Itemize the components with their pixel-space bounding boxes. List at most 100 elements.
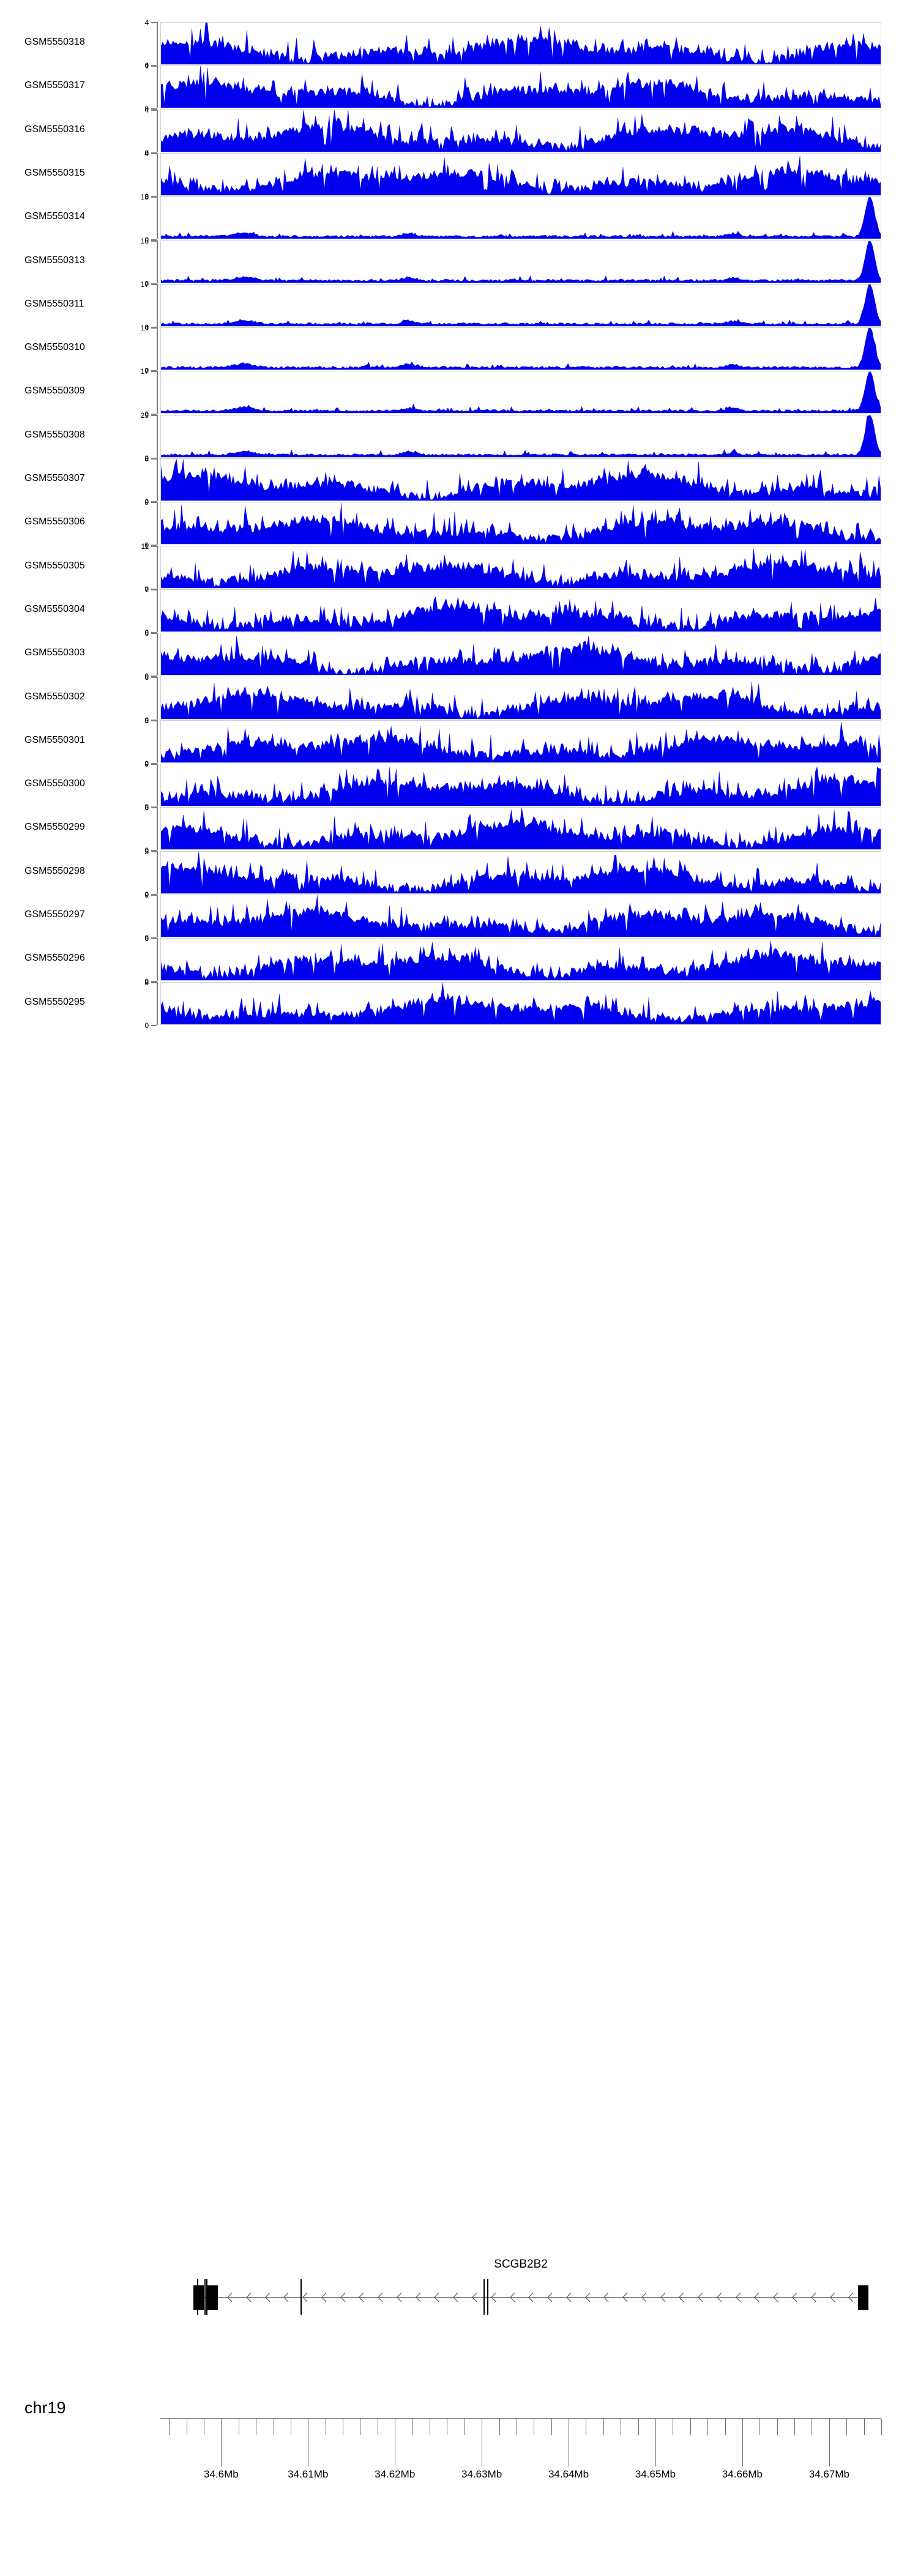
coverage-plot-area[interactable]	[160, 545, 881, 589]
coverage-plot-area[interactable]	[160, 589, 881, 632]
track-sample-label: GSM5550299	[24, 822, 85, 833]
coverage-plot-area[interactable]	[160, 720, 881, 763]
axis-minor-tick	[864, 2419, 865, 2435]
y-axis-line	[157, 22, 158, 65]
coverage-plot-area[interactable]	[160, 109, 881, 152]
strand-arrow-icon	[679, 2292, 685, 2302]
y-axis-min-value: 0	[144, 279, 149, 288]
y-axis-tick-max	[151, 240, 157, 242]
track-sample-label: GSM5550302	[24, 691, 85, 702]
axis-minor-tick	[638, 2419, 639, 2435]
coverage-plot-area[interactable]	[160, 283, 881, 327]
gene-model-panel[interactable]: SCGB2B2	[160, 2258, 881, 2325]
strand-arrow-icon	[622, 2292, 629, 2302]
coverage-plot-area[interactable]	[160, 502, 881, 545]
gene-exon[interactable]	[857, 2285, 868, 2310]
y-axis-line	[157, 589, 158, 632]
coverage-area-path	[161, 808, 881, 850]
coverage-plot-area[interactable]	[160, 327, 881, 371]
y-axis-tick-max	[151, 545, 157, 547]
track-sample-label: GSM5550296	[24, 953, 85, 964]
y-axis-line	[157, 720, 158, 763]
y-axis-max-value: 4	[144, 62, 149, 71]
y-axis-max-value: 9	[144, 498, 149, 507]
gene-exon[interactable]	[207, 2285, 218, 2310]
coverage-plot-area[interactable]	[160, 240, 881, 283]
track-sample-label: GSM5550317	[24, 80, 85, 91]
coverage-plot-area[interactable]	[160, 851, 881, 894]
y-axis-tick-min	[151, 806, 157, 808]
coverage-plot-area[interactable]	[160, 65, 881, 109]
y-axis-tick-min	[151, 893, 157, 895]
genomic-axis[interactable]: 34.6Mb 34.61Mb 34.62Mb 34.63Mb 34.64Mb 34.65M…	[160, 2418, 882, 2504]
strand-arrow-icon	[321, 2292, 327, 2302]
y-axis-max-value: 6	[144, 934, 149, 944]
coverage-area-path	[161, 982, 881, 1024]
gene-exon[interactable]	[193, 2285, 204, 2310]
strand-arrow-icon	[773, 2292, 779, 2302]
y-axis-tick-min	[151, 1024, 157, 1026]
y-axis-max-value: 6	[144, 803, 149, 813]
coverage-plot-area[interactable]	[160, 981, 881, 1025]
y-axis-line	[157, 502, 158, 545]
y-axis-line	[157, 545, 158, 589]
y-axis-tick-min	[151, 108, 157, 110]
y-axis-min-value: 0	[144, 803, 149, 812]
coverage-plot-area[interactable]	[160, 676, 881, 720]
strand-arrow-icon	[528, 2292, 534, 2302]
axis-minor-tick	[759, 2419, 761, 2435]
track-sample-label: GSM5550311	[24, 298, 84, 309]
coverage-plot-area[interactable]	[160, 371, 881, 414]
y-axis-tick-min	[151, 762, 157, 764]
coverage-plot-area[interactable]	[160, 764, 881, 807]
coverage-signal	[161, 415, 881, 457]
coverage-plot-area[interactable]	[160, 633, 881, 676]
y-axis-max-value: 8	[144, 978, 149, 987]
y-axis-min-value: 0	[144, 367, 149, 376]
y-axis-tick-max	[151, 283, 157, 285]
track-sample-label: GSM5550300	[24, 778, 85, 789]
strand-arrow-icon	[472, 2292, 478, 2302]
strand-arrow-icon	[490, 2292, 497, 2302]
y-axis-tick-min	[151, 195, 157, 197]
coverage-area-path	[161, 415, 881, 457]
strand-arrow-icon	[434, 2292, 440, 2302]
track-sample-label: GSM5550303	[24, 647, 85, 658]
coverage-signal	[161, 66, 881, 108]
coverage-signal	[161, 284, 881, 326]
strand-arrow-icon	[754, 2292, 760, 2302]
axis-minor-tick	[499, 2419, 500, 2435]
track-sample-label: GSM5550304	[24, 603, 85, 614]
y-axis-line	[157, 414, 158, 458]
y-axis-line	[157, 65, 158, 109]
y-axis-min-value: 0	[144, 322, 149, 332]
coverage-signal	[161, 240, 881, 283]
track-sample-label: GSM5550306	[24, 516, 85, 527]
coverage-plot-area[interactable]	[160, 458, 881, 501]
y-axis-tick-max	[151, 196, 157, 198]
y-axis-tick-min	[151, 719, 157, 721]
strand-arrow-icon	[245, 2292, 252, 2302]
track-sample-label: GSM5550309	[24, 385, 85, 396]
strand-arrow-icon	[641, 2292, 647, 2302]
coverage-plot-area[interactable]	[160, 152, 881, 196]
transcript-boundary-tick	[487, 2279, 488, 2315]
axis-tick-label: 34.65Mb	[635, 2468, 676, 2480]
coverage-area-path	[161, 23, 881, 64]
y-axis-tick-min	[151, 545, 157, 546]
coverage-plot-area[interactable]	[160, 22, 881, 65]
coverage-plot-area[interactable]	[160, 807, 881, 851]
y-axis-tick-min	[151, 370, 157, 372]
y-axis-tick-max	[151, 720, 157, 721]
coverage-plot-area[interactable]	[160, 196, 881, 240]
y-axis-max-value: 11	[141, 542, 149, 551]
coverage-plot-area[interactable]	[160, 938, 881, 981]
y-axis-line	[157, 764, 158, 807]
coverage-signal	[161, 197, 881, 239]
axis-minor-tick	[603, 2419, 604, 2435]
coverage-plot-area[interactable]	[160, 414, 881, 458]
coverage-plot-area[interactable]	[160, 895, 881, 937]
y-axis-min-value: 0	[144, 715, 149, 724]
coverage-signal	[161, 548, 881, 588]
